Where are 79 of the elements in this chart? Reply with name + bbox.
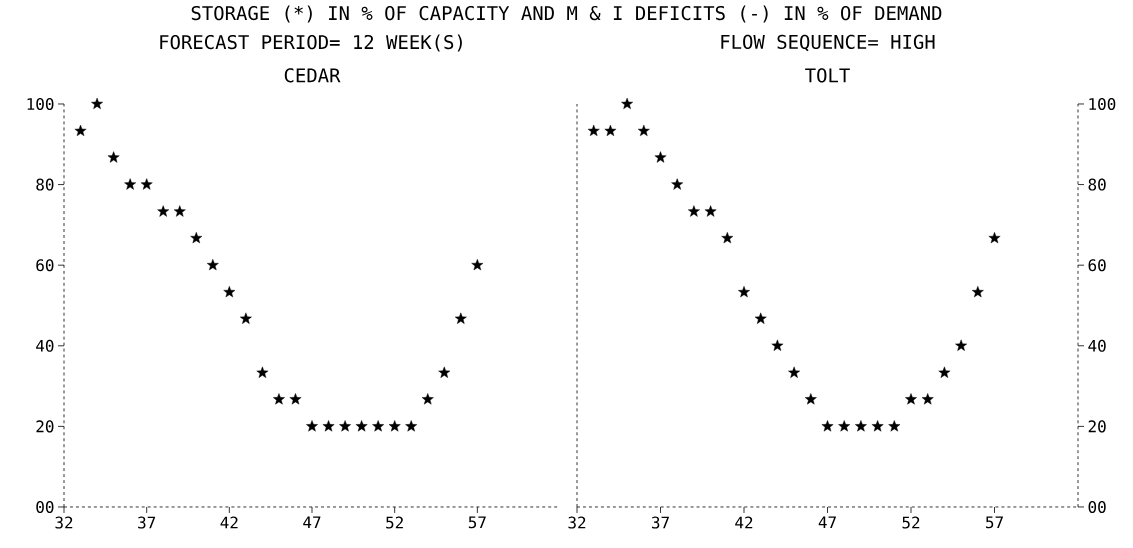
point — [124, 178, 137, 190]
point — [273, 393, 285, 405]
point — [721, 231, 734, 244]
chart-title: TOLT — [805, 68, 850, 83]
y-tick-label: 100 — [27, 97, 54, 110]
point — [704, 205, 717, 217]
y-tick-label: 100 — [1089, 97, 1116, 110]
x-tick-label: 47 — [303, 516, 321, 529]
point — [140, 178, 153, 190]
x-tick-label: 52 — [386, 516, 403, 529]
y-tick-label: 60 — [36, 259, 54, 272]
y-tick-label: 80 — [36, 178, 54, 191]
point — [905, 393, 917, 405]
point — [971, 285, 984, 298]
point — [388, 420, 401, 432]
text: FORECAST PERIOD= 12 WEEK(S) — [160, 34, 462, 52]
x-tick-label: 47 — [818, 516, 836, 529]
point — [289, 393, 302, 405]
point — [654, 151, 667, 163]
point — [471, 258, 484, 271]
chart-title: CEDAR — [284, 68, 341, 83]
y-tick-label: 00 — [36, 500, 54, 514]
point — [988, 231, 1001, 244]
point — [256, 366, 269, 378]
point — [604, 124, 617, 137]
point — [421, 393, 434, 405]
point — [173, 205, 186, 217]
text: FLOW SEQUENCE= HIGH — [721, 34, 935, 52]
point — [938, 366, 951, 378]
text: STORAGE (*) IN % OF CAPACITY AND M & I DEFICITS (-) IN % OF DEMAND — [191, 5, 942, 23]
x-tick-label: 52 — [902, 516, 920, 529]
point — [206, 258, 219, 271]
point — [355, 420, 368, 432]
point — [888, 420, 901, 432]
point — [322, 420, 335, 432]
point — [91, 97, 103, 110]
x-tick-label: 57 — [468, 516, 486, 529]
point — [921, 393, 934, 405]
x-tick-label: 37 — [138, 516, 156, 529]
point — [107, 151, 120, 163]
point — [405, 420, 418, 432]
point — [74, 124, 87, 137]
x-tick-label: 32 — [55, 516, 73, 529]
point — [621, 97, 634, 110]
y-tick-label: 40 — [36, 339, 54, 352]
point — [788, 366, 801, 378]
y-tick-label: 60 — [1088, 259, 1106, 272]
point — [339, 420, 351, 432]
x-tick-label: 37 — [651, 516, 669, 529]
point — [454, 312, 467, 324]
point — [438, 366, 451, 378]
point — [754, 312, 767, 324]
point — [190, 231, 203, 244]
point — [637, 124, 650, 137]
point — [738, 285, 750, 298]
x-tick-label: 42 — [735, 516, 753, 529]
y-tick-label: 00 — [1088, 500, 1106, 514]
point — [688, 205, 700, 217]
point — [871, 420, 884, 432]
point — [838, 420, 851, 432]
point — [223, 285, 236, 298]
point — [306, 420, 318, 432]
x-tick-label: 57 — [986, 516, 1003, 529]
point — [955, 339, 968, 351]
x-tick-label: 32 — [568, 516, 586, 529]
y-tick-label: 80 — [1088, 178, 1106, 191]
point — [372, 420, 385, 432]
y-tick-label: 20 — [1088, 420, 1106, 433]
point — [771, 339, 784, 351]
y-tick-label: 20 — [36, 420, 54, 433]
point — [804, 393, 817, 405]
point — [239, 312, 252, 324]
point — [855, 420, 867, 432]
point — [821, 420, 834, 432]
x-tick-label: 42 — [220, 516, 238, 529]
y-tick-label: 40 — [1088, 339, 1106, 352]
point — [157, 205, 170, 217]
point — [587, 124, 600, 137]
point — [671, 178, 684, 190]
